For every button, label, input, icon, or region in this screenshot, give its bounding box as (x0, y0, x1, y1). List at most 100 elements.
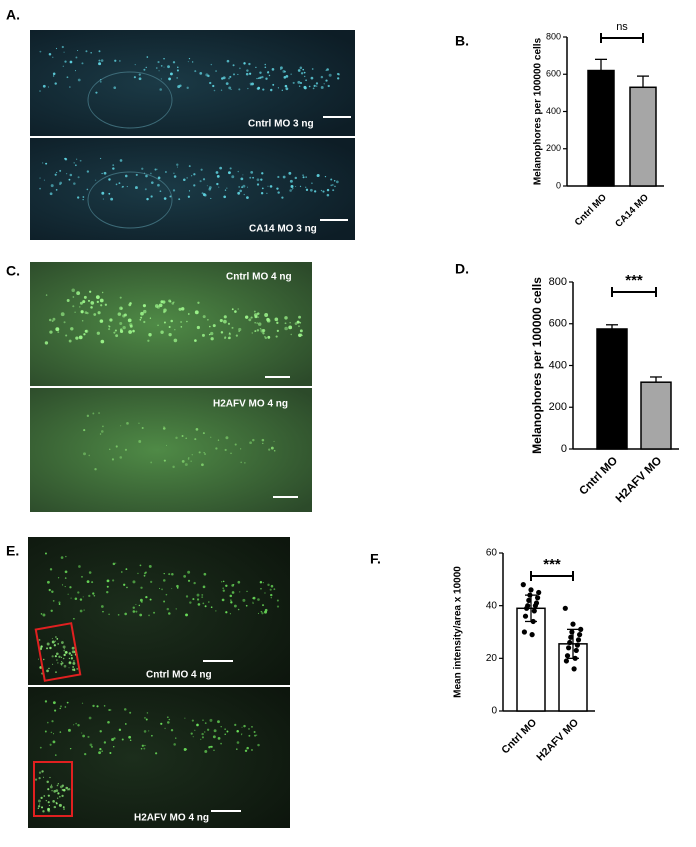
speckle (49, 568, 53, 571)
speckle (98, 59, 101, 62)
speckle (60, 663, 62, 665)
speckle (238, 330, 241, 333)
speckle (141, 427, 144, 430)
speckle (40, 806, 44, 809)
speckle (333, 179, 336, 182)
y-axis-label: Melanophores per 100000 cells (533, 37, 544, 185)
speckle (163, 600, 166, 603)
speckle (252, 601, 254, 603)
speckle (52, 800, 55, 803)
speckle (284, 322, 287, 325)
scale-bars (203, 116, 351, 812)
speckle (279, 66, 283, 70)
speckle (326, 193, 330, 197)
speckle (191, 61, 194, 63)
speckle (99, 747, 102, 751)
speckle (150, 181, 154, 184)
speckle (49, 646, 52, 650)
speckle (76, 667, 79, 670)
speckle (55, 636, 57, 638)
speckle (259, 76, 262, 79)
speckle (213, 749, 215, 751)
speckle (48, 667, 50, 670)
speckle (299, 329, 303, 333)
speckle (181, 435, 184, 437)
speckle (228, 77, 230, 80)
speckle (87, 299, 90, 302)
speckle (229, 613, 232, 615)
speckle (38, 777, 41, 780)
speckle (185, 595, 189, 598)
speckle (230, 452, 232, 455)
speckle (299, 321, 302, 324)
speckle (88, 571, 92, 574)
speckle (160, 65, 163, 67)
speckle (270, 446, 274, 450)
speckle (206, 728, 210, 731)
speckle (231, 591, 235, 594)
speckle (59, 181, 63, 185)
speckle (227, 171, 231, 175)
speckle (43, 658, 45, 661)
speckle (212, 324, 216, 328)
speckle (250, 84, 252, 86)
speckle (145, 596, 148, 599)
speckle (108, 709, 111, 711)
speckle (110, 709, 112, 711)
speckle (215, 610, 217, 612)
speckle (289, 189, 292, 192)
speckle (185, 437, 188, 440)
speckle (129, 711, 132, 714)
speckle (108, 613, 110, 616)
speckle (209, 745, 212, 748)
speckle (90, 745, 93, 748)
speckle (320, 189, 323, 192)
speckle (54, 640, 56, 642)
speckle (201, 463, 204, 467)
speckle (196, 325, 200, 330)
speckle (260, 192, 264, 195)
speckle (128, 330, 133, 334)
speckle (180, 326, 183, 328)
speckle (52, 56, 54, 59)
x-tick-label: Cntrl MO (577, 455, 620, 498)
speckle (51, 320, 54, 322)
speckle (251, 749, 253, 751)
speckle (327, 84, 330, 88)
speckle (247, 87, 249, 90)
speckle (305, 188, 309, 192)
speckle (164, 727, 166, 730)
speckle (226, 730, 229, 733)
speckle (40, 645, 43, 648)
speckle (61, 789, 64, 791)
speckle (149, 172, 152, 175)
speckle (141, 601, 143, 603)
speckle (42, 84, 46, 88)
speckle (222, 587, 225, 590)
image-label: Cntrl MO 4 ng (226, 272, 292, 283)
speckle (281, 89, 283, 91)
speckle (86, 188, 89, 191)
speckle (288, 171, 292, 175)
speckle (240, 461, 242, 464)
speckle (138, 73, 141, 76)
speckle (144, 717, 146, 719)
speckle (311, 68, 314, 70)
speckle (56, 659, 58, 661)
speckle (64, 706, 67, 708)
speckle (39, 177, 41, 179)
speckle (237, 170, 239, 173)
speckle (122, 325, 126, 330)
speckle (135, 173, 138, 176)
significance-label: *** (543, 556, 561, 573)
speckle (273, 588, 276, 591)
speckle (285, 74, 289, 78)
speckle (176, 163, 179, 166)
speckle (236, 748, 238, 750)
speckle (217, 737, 221, 740)
y-tick-label: 800 (549, 276, 567, 288)
speckle (94, 179, 97, 181)
speckle (232, 73, 236, 76)
speckle (237, 608, 240, 611)
speckle (303, 75, 306, 78)
